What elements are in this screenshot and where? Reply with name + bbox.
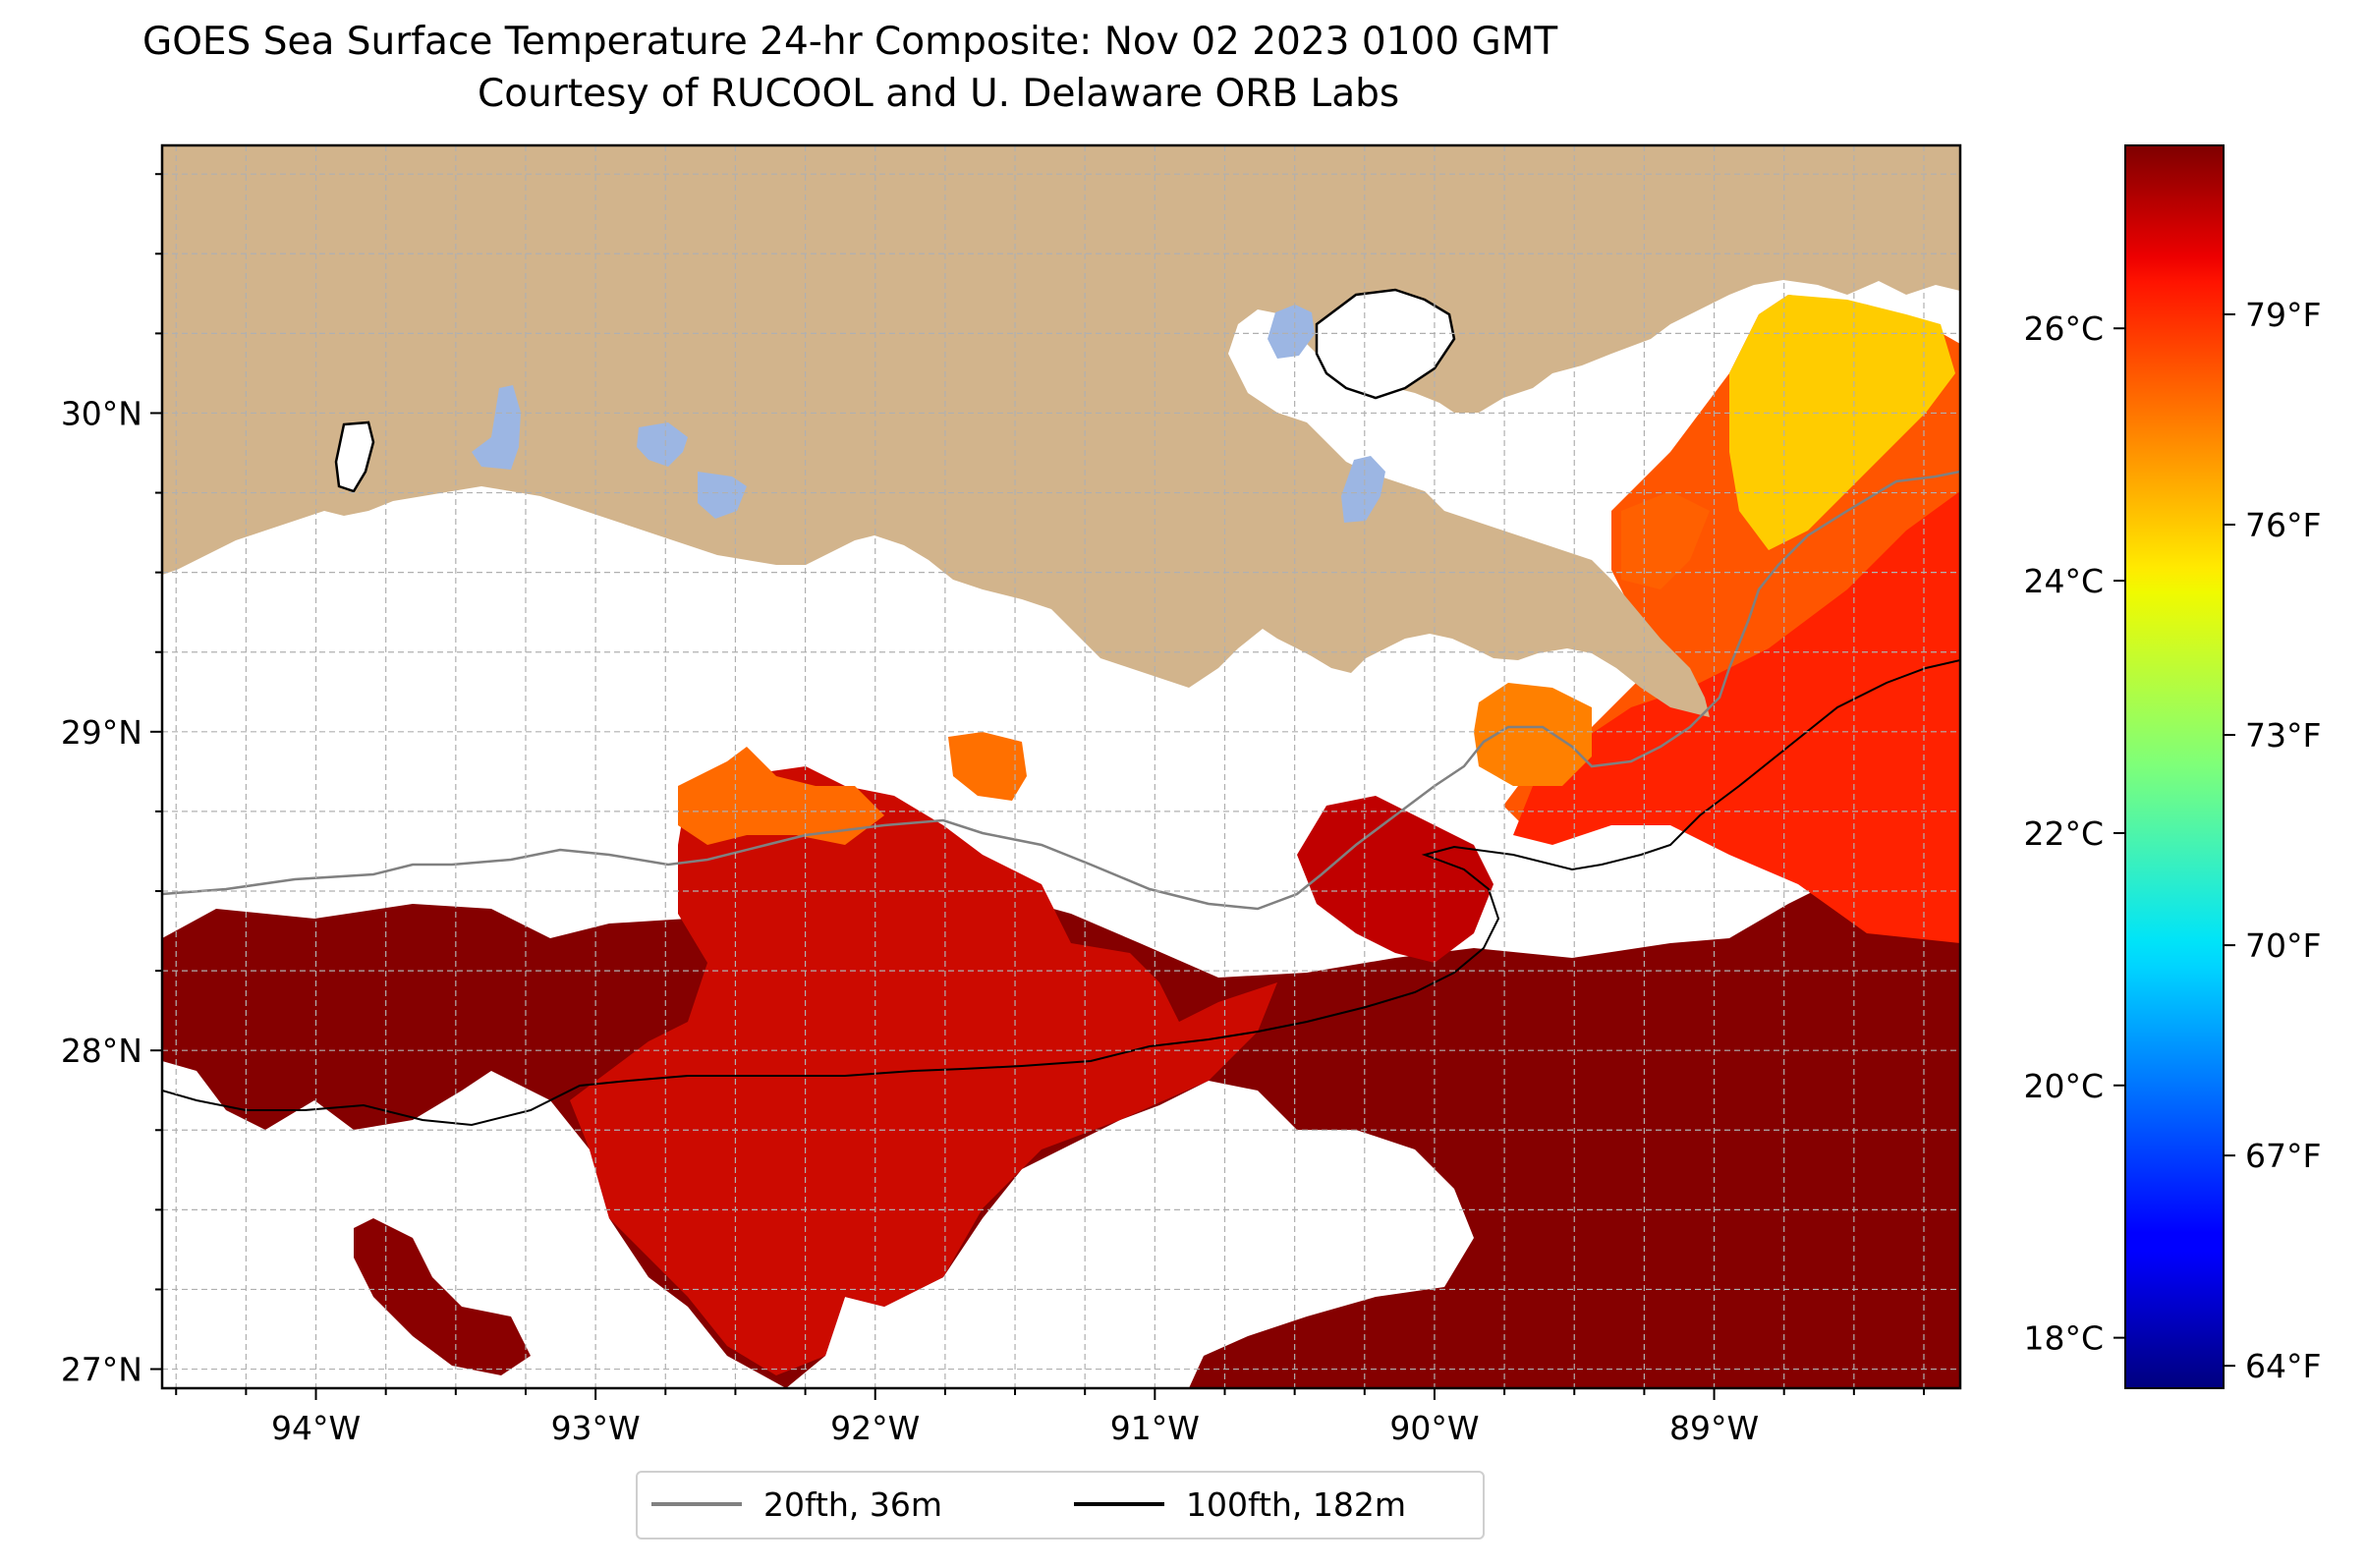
lon-axis: 94°W 93°W 92°W 91°W 90°W 89°W bbox=[175, 1388, 1926, 1447]
gridlines bbox=[162, 145, 1960, 1388]
lat-tick-label: 30°N bbox=[61, 394, 142, 432]
map-title: GOES Sea Surface Temperature 24-hr Compo… bbox=[142, 20, 1558, 64]
map-subtitle: Courtesy of RUCOOL and U. Delaware ORB L… bbox=[478, 72, 1400, 116]
sst-west-patch bbox=[354, 1218, 531, 1375]
inland-lakes bbox=[472, 305, 1385, 523]
fahrenheit-tick-label: 67°F bbox=[2245, 1137, 2321, 1175]
lat-tick-label: 28°N bbox=[61, 1032, 142, 1070]
sst-orange-blob-4 bbox=[1621, 491, 1710, 589]
legend: 20fth, 36m 100fth, 182m bbox=[636, 1471, 1485, 1540]
map-area bbox=[162, 145, 1960, 1388]
legend-label-20fth: 20fth, 36m bbox=[763, 1484, 942, 1524]
sst-east-red bbox=[1513, 491, 1960, 943]
legend-swatch-20fth bbox=[651, 1502, 742, 1506]
fahrenheit-tick-label: 76°F bbox=[2245, 506, 2321, 544]
fahrenheit-tick-label: 64°F bbox=[2245, 1347, 2321, 1385]
celsius-tick-label: 26°C bbox=[2023, 309, 2104, 348]
contour-20fth-36m bbox=[162, 470, 1960, 911]
lon-tick-label: 92°W bbox=[830, 1409, 920, 1447]
celsius-tick-label: 20°C bbox=[2023, 1067, 2104, 1105]
lon-tick-label: 93°W bbox=[551, 1409, 641, 1447]
lon-tick-label: 91°W bbox=[1110, 1409, 1200, 1447]
fahrenheit-tick-label: 79°F bbox=[2245, 296, 2321, 334]
sst-east-yellow bbox=[1729, 295, 1955, 550]
lon-tick-label: 90°W bbox=[1389, 1409, 1479, 1447]
calcasieu-lake bbox=[334, 420, 375, 493]
colorbar bbox=[2124, 144, 2225, 1389]
colorbar-celsius-axis: 18°C 20°C 22°C 24°C 26°C bbox=[2023, 309, 2125, 1358]
fahrenheit-tick-label: 70°F bbox=[2245, 926, 2321, 965]
lat-tick-label: 27°N bbox=[61, 1351, 142, 1389]
lon-tick-label: 94°W bbox=[271, 1409, 361, 1447]
lon-tick-label: 89°W bbox=[1669, 1409, 1759, 1447]
map-frame bbox=[160, 143, 1962, 1390]
lat-tick-label: 29°N bbox=[61, 713, 142, 752]
fahrenheit-tick-label: 73°F bbox=[2245, 716, 2321, 755]
celsius-tick-label: 22°C bbox=[2023, 814, 2104, 853]
celsius-tick-label: 24°C bbox=[2023, 562, 2104, 600]
contour-100fth-182m bbox=[162, 659, 1960, 1127]
legend-swatch-100fth bbox=[1074, 1502, 1164, 1506]
sst-orange-blob-3 bbox=[678, 747, 884, 845]
land bbox=[162, 145, 1960, 717]
celsius-tick-label: 18°C bbox=[2023, 1319, 2104, 1358]
lat-axis: 27°N 28°N 29°N 30°N bbox=[61, 173, 162, 1389]
lake-pontchartrain bbox=[1315, 288, 1456, 400]
legend-item-100fth: 100fth, 182m bbox=[1074, 1484, 1406, 1524]
sst-field bbox=[162, 295, 1960, 1388]
colorbar-fahrenheit-axis: 64°F 67°F 70°F 73°F 76°F 79°F bbox=[2224, 296, 2321, 1385]
legend-label-100fth: 100fth, 182m bbox=[1186, 1484, 1406, 1524]
sst-mid-patch bbox=[1297, 796, 1493, 963]
sst-orange-blob-1 bbox=[1474, 683, 1592, 786]
legend-item-20fth: 20fth, 36m bbox=[651, 1484, 942, 1524]
sst-orange-blob-2 bbox=[948, 732, 1027, 801]
